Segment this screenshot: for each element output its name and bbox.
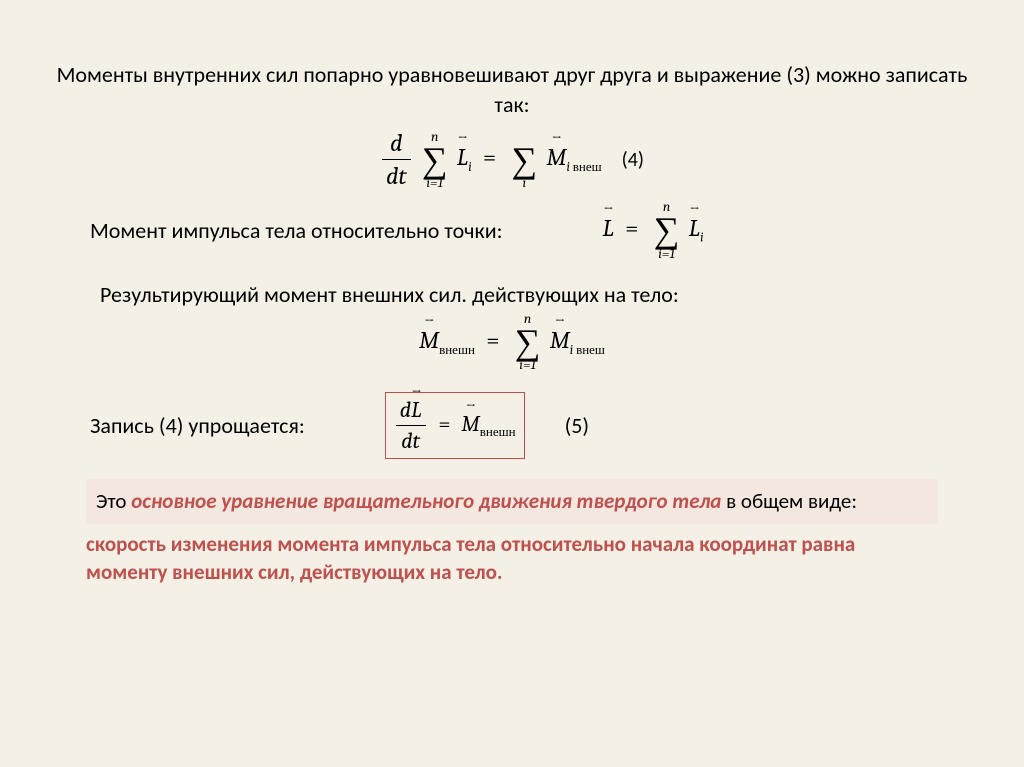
conclusion-text: скорость изменения момента импульса тела… <box>86 530 938 587</box>
equation-4-label: (4) <box>622 148 644 172</box>
equation-M-row: Mвнешн = n ∑ i=1 Mi внеш <box>50 312 974 372</box>
simplified-row: Запись (4) упрощается: dL dt = Mвнешн (5… <box>90 392 974 459</box>
equation-L: L = n ∑ i=1 Li <box>602 200 703 260</box>
equation-M: Mвнешн = n ∑ i=1 Mi внеш <box>419 326 605 354</box>
intro-text: Моменты внутренних сил попарно уравновеш… <box>50 60 974 119</box>
slide-content: Моменты внутренних сил попарно уравновеш… <box>0 0 1024 606</box>
equation-5-label: (5) <box>565 412 590 439</box>
resulting-moment-label: Результирующий момент внешних сил. дейст… <box>100 281 974 308</box>
simplified-label: Запись (4) упрощается: <box>90 412 305 439</box>
angular-momentum-label: Момент импульса тела относительно точки: <box>90 217 502 244</box>
equation-4-row: d dt n ∑ i=1 Li = ∑ i Mi внеш (4) <box>50 129 974 190</box>
angular-momentum-row: Момент импульса тела относительно точки:… <box>90 200 974 260</box>
equation-5-box: dL dt = Mвнешн <box>385 392 525 459</box>
main-equation-statement: Это основное уравнение вращательного дви… <box>86 479 938 523</box>
equation-4: d dt n ∑ i=1 Li = ∑ i Mi внеш <box>380 129 602 190</box>
